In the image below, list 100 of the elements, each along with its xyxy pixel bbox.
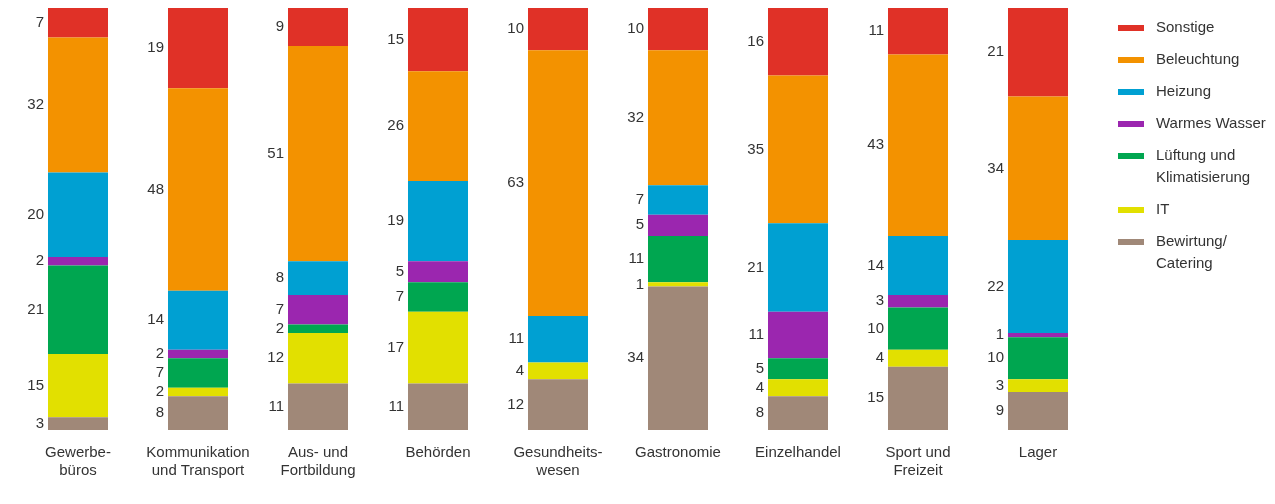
bar bbox=[1008, 8, 1068, 97]
bar bbox=[168, 8, 228, 89]
bar bbox=[408, 282, 468, 312]
bar bbox=[648, 50, 708, 186]
data-label: 26 bbox=[387, 116, 404, 134]
x-tick-label: Gewerbe- büros bbox=[45, 443, 111, 479]
bar bbox=[648, 282, 708, 287]
data-label: 10 bbox=[987, 348, 1004, 366]
data-label: 9 bbox=[275, 17, 284, 35]
bar bbox=[888, 235, 948, 295]
bar bbox=[48, 37, 108, 173]
legend-label: Bewirtung/ Catering bbox=[1156, 231, 1227, 273]
data-label: 2 bbox=[155, 382, 164, 400]
data-label: 8 bbox=[155, 403, 164, 421]
data-label: 34 bbox=[627, 348, 644, 366]
data-label: 8 bbox=[755, 403, 764, 421]
legend-label: Beleuchtung bbox=[1156, 49, 1240, 69]
data-label: 22 bbox=[987, 276, 1004, 294]
bar bbox=[888, 54, 948, 236]
data-label: 1 bbox=[995, 325, 1004, 343]
data-label: 21 bbox=[747, 257, 764, 275]
bar bbox=[288, 383, 348, 430]
bar bbox=[768, 311, 828, 359]
data-label: 10 bbox=[867, 318, 884, 336]
bar bbox=[288, 261, 348, 295]
legend-label: Lüftung und Klimatisierung bbox=[1156, 145, 1251, 187]
legend-label: IT bbox=[1156, 199, 1170, 219]
bar bbox=[288, 8, 348, 46]
data-label: 11 bbox=[268, 396, 284, 414]
bar bbox=[528, 316, 588, 363]
x-tick-label: Einzelhandel bbox=[755, 443, 841, 461]
bar bbox=[1008, 240, 1068, 333]
data-label: 2 bbox=[155, 344, 164, 362]
bar bbox=[888, 294, 948, 308]
bar bbox=[288, 324, 348, 333]
x-tick-label: Aus- und Fortbildung bbox=[280, 443, 356, 479]
data-label: 14 bbox=[867, 255, 884, 273]
data-label: 63 bbox=[507, 173, 524, 191]
bar bbox=[48, 265, 108, 355]
bar bbox=[528, 50, 588, 317]
legend-label: Sonstige bbox=[1156, 17, 1215, 37]
data-label: 5 bbox=[755, 358, 764, 376]
bar bbox=[768, 396, 828, 430]
bar bbox=[648, 8, 708, 51]
data-label: 17 bbox=[387, 337, 404, 355]
bar bbox=[648, 185, 708, 215]
data-label: 21 bbox=[987, 42, 1004, 60]
data-label: 51 bbox=[267, 143, 284, 161]
legend-label: Heizung bbox=[1156, 81, 1212, 101]
data-label: 32 bbox=[27, 95, 44, 113]
bar bbox=[288, 45, 348, 262]
x-tick-label: Gastronomie bbox=[635, 443, 721, 461]
bar bbox=[408, 261, 468, 283]
data-label: 7 bbox=[155, 363, 164, 381]
bar bbox=[408, 383, 468, 430]
data-label: 15 bbox=[867, 388, 884, 406]
bar bbox=[648, 214, 708, 236]
bar bbox=[48, 354, 108, 418]
bar bbox=[1008, 379, 1068, 393]
bar bbox=[288, 294, 348, 325]
data-label: 11 bbox=[748, 325, 764, 343]
data-label: 11 bbox=[628, 249, 644, 267]
bar bbox=[168, 387, 228, 397]
bar bbox=[888, 366, 948, 430]
bar bbox=[1008, 392, 1068, 430]
data-label: 21 bbox=[27, 299, 44, 317]
bar bbox=[768, 223, 828, 312]
data-label: 3 bbox=[875, 291, 884, 309]
data-label: 4 bbox=[755, 377, 764, 395]
x-tick-label: Gesundheits- wesen bbox=[513, 443, 603, 479]
data-label: 7 bbox=[35, 12, 44, 30]
bar bbox=[48, 256, 108, 266]
data-label: 34 bbox=[987, 158, 1004, 176]
data-label: 1 bbox=[635, 274, 644, 292]
bar bbox=[768, 358, 828, 380]
data-label: 11 bbox=[388, 396, 404, 414]
data-label: 35 bbox=[747, 139, 764, 157]
data-label: 11 bbox=[508, 329, 524, 347]
bar bbox=[408, 8, 468, 72]
bar bbox=[168, 396, 228, 430]
bar bbox=[768, 75, 828, 224]
bar bbox=[528, 8, 588, 51]
bar bbox=[888, 349, 948, 367]
bar bbox=[1008, 96, 1068, 241]
data-label: 2 bbox=[35, 251, 44, 269]
data-label: 4 bbox=[875, 348, 884, 366]
bar bbox=[408, 311, 468, 384]
bar bbox=[648, 235, 708, 283]
data-label: 12 bbox=[267, 348, 284, 366]
data-label: 12 bbox=[507, 394, 524, 412]
data-label: 14 bbox=[147, 310, 164, 328]
data-label: 5 bbox=[395, 261, 404, 279]
data-label: 19 bbox=[387, 211, 404, 229]
data-label: 16 bbox=[747, 31, 764, 49]
bar bbox=[1008, 332, 1068, 338]
x-tick-label: Behörden bbox=[405, 443, 471, 461]
data-label: 8 bbox=[275, 268, 284, 286]
data-label: 7 bbox=[395, 287, 404, 305]
bar bbox=[888, 8, 948, 55]
data-label: 11 bbox=[868, 21, 884, 39]
